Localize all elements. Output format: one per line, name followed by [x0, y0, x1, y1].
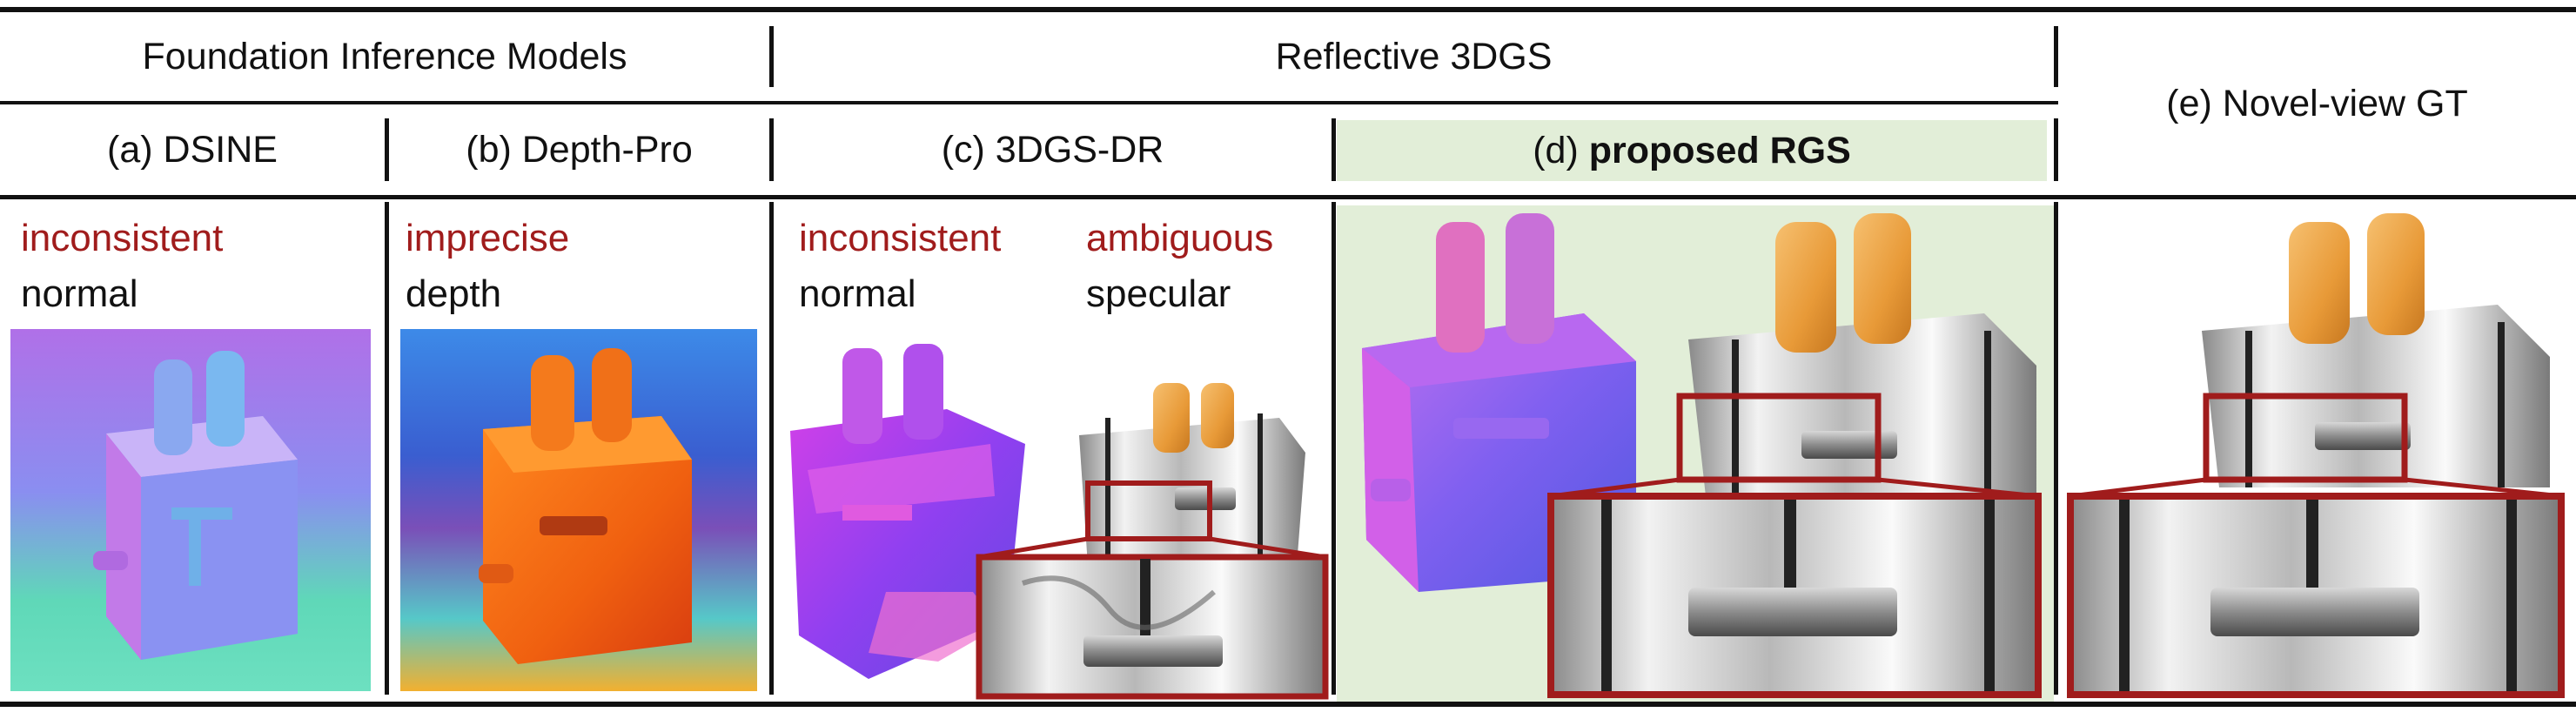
a-annotation-1: inconsistent	[21, 217, 224, 259]
rgs-normal-image	[1362, 213, 1636, 592]
3dgsdr-normal-image	[782, 331, 1043, 696]
gt-zoom-overlay	[2067, 393, 2565, 698]
col-d-prefix: (d)	[1533, 129, 1589, 171]
c2-annotation-1: ambiguous	[1086, 217, 1274, 259]
divider-bc-head	[769, 118, 774, 181]
group-reflective-title: Reflective 3DGS	[1275, 35, 1553, 77]
c1-annotation-2: normal	[799, 272, 916, 315]
3dgsdr-zoom-overlay	[976, 480, 1329, 700]
divider-ab-head	[385, 118, 389, 181]
rgs-render-image	[1688, 213, 2036, 496]
header-rule	[0, 101, 2058, 104]
subheader-rule	[0, 195, 2576, 199]
c1-annotation-1: inconsistent	[799, 217, 1002, 259]
3dgsdr-specular-image	[1070, 383, 1305, 566]
divider-bc	[769, 202, 774, 695]
col-c-title: (c) 3DGS-DR	[941, 128, 1164, 171]
divider-ab	[385, 202, 389, 695]
divider-cd-head	[1332, 118, 1336, 181]
b-annotation-2: depth	[406, 272, 502, 315]
divider-group	[769, 26, 774, 87]
top-rule	[0, 7, 2576, 12]
col-e-title: (e) Novel-view GT	[2166, 82, 2468, 124]
col-b-title: (b) Depth-Pro	[466, 128, 693, 171]
divider-de	[2054, 202, 2058, 695]
c2-annotation-2: specular	[1086, 272, 1231, 315]
divider-cd	[1332, 202, 1336, 695]
a-annotation-2: normal	[21, 272, 138, 315]
rgs-zoom-overlay	[1547, 393, 2042, 698]
depthpro-depth-image	[400, 329, 757, 691]
group-foundation-title: Foundation Inference Models	[142, 35, 627, 77]
col-a-title: (a) DSINE	[107, 128, 278, 171]
bottom-rule	[0, 702, 2576, 707]
b-annotation-1: imprecise	[406, 217, 570, 259]
divider-de-head	[2054, 118, 2058, 181]
dsine-normal-image	[10, 329, 371, 691]
divider-group-2	[2054, 26, 2058, 87]
col-d-bold: proposed RGS	[1588, 129, 1851, 171]
col-d-title: (d) proposed RGS	[1337, 120, 2047, 181]
